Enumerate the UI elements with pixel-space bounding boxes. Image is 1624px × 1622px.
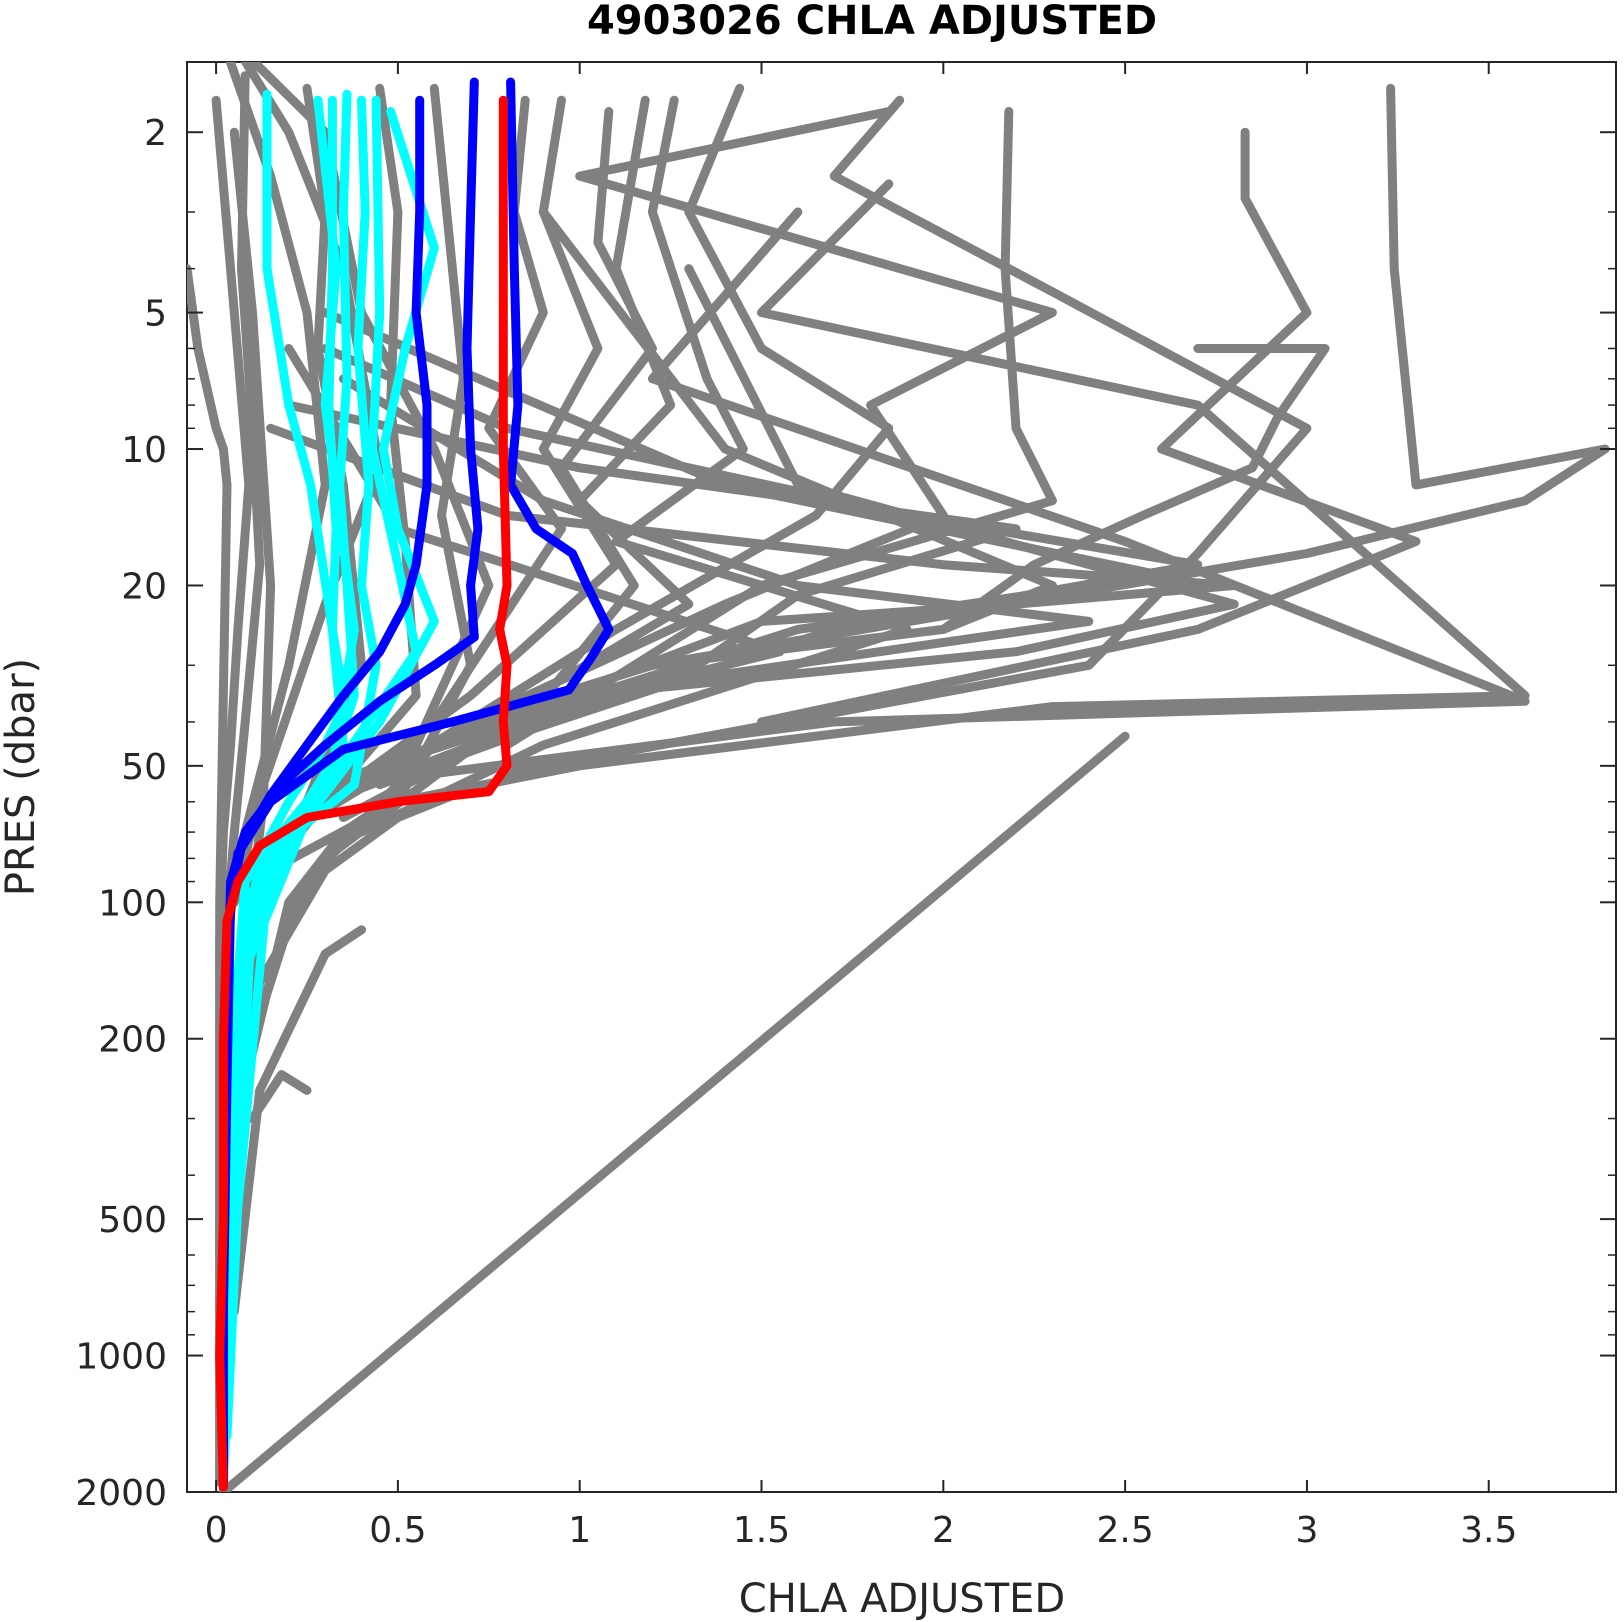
x-tick-label: 3	[1295, 1510, 1318, 1551]
profile-line	[187, 264, 232, 1487]
x-axis: 0 0.5 1 1.5 2 2.5 3 3.5	[205, 62, 1517, 1551]
profile-line	[248, 1070, 312, 1124]
y-tick-label: 5	[144, 294, 167, 335]
profile-line	[215, 95, 512, 1492]
profile-line	[938, 344, 1330, 634]
profile-line	[429, 207, 1530, 779]
profile-line	[393, 179, 1530, 807]
x-tick-label: 0.5	[369, 1510, 426, 1551]
x-tick-label: 2	[932, 1510, 955, 1551]
y-tick-label: 2	[144, 113, 167, 154]
profile-line	[284, 207, 1057, 837]
y-tick-label: 20	[121, 566, 167, 607]
profile-line	[226, 95, 359, 1290]
y-tick-label: 10	[121, 430, 167, 471]
profile-line	[284, 344, 785, 790]
y-tick-label: 2000	[75, 1473, 167, 1514]
x-tick-label: 0	[205, 1510, 228, 1551]
chart-title: 4903026 CHLA ADJUSTED	[587, 0, 1157, 44]
profile-series-layer	[187, 62, 1610, 1492]
y-axis-label: PRES (dbar)	[0, 658, 44, 896]
y-tick-label: 200	[98, 1020, 167, 1061]
profile-line	[757, 127, 1421, 727]
x-tick-label: 2.5	[1096, 1510, 1153, 1551]
y-tick-label: 50	[121, 747, 167, 788]
x-axis-label: CHLA ADJUSTED	[739, 1576, 1065, 1622]
profile-line	[218, 731, 1130, 1492]
profile-line	[357, 95, 912, 837]
y-tick-label: 1000	[75, 1337, 167, 1378]
series-group-3	[215, 95, 512, 1492]
x-tick-label: 1	[568, 1510, 591, 1551]
profile-line	[502, 107, 1057, 750]
profile-line	[502, 95, 1312, 779]
profile-line	[266, 423, 1239, 887]
y-axis: 2 5 10 20 50 100 200 500 1000 2000	[75, 113, 1616, 1514]
x-tick-label: 3.5	[1460, 1510, 1517, 1551]
profile-line	[229, 925, 366, 1317]
y-tick-label: 500	[98, 1200, 167, 1241]
x-tick-label: 1.5	[733, 1510, 790, 1551]
y-tick-label: 100	[98, 883, 167, 924]
